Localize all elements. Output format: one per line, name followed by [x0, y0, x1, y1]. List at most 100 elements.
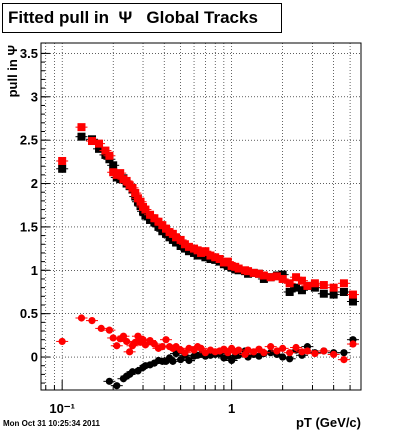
chart-title: Fitted pull in Ψ Global Tracks [8, 8, 258, 27]
grid-lines [41, 43, 361, 390]
marker-circle [340, 356, 348, 364]
marker-square [303, 281, 312, 290]
marker-square [128, 183, 137, 192]
data-point [317, 281, 330, 290]
data-point [327, 290, 340, 299]
data-point [276, 344, 289, 352]
marker-circle [273, 347, 281, 355]
marker-square [211, 253, 220, 262]
series-2 [56, 123, 359, 299]
data-point [295, 276, 308, 285]
marker-square [176, 241, 185, 250]
marker-circle [260, 349, 268, 357]
marker-square [310, 279, 319, 288]
data-point [283, 287, 296, 296]
data-point [346, 290, 359, 299]
data-point [131, 332, 144, 340]
data-point [86, 317, 99, 325]
data-point [129, 189, 142, 198]
marker-circle [134, 332, 142, 340]
data-point [346, 297, 359, 306]
y-tick-label: 3.5 [20, 46, 38, 61]
marker-square [172, 238, 181, 247]
data-point [283, 355, 296, 363]
data-point [103, 377, 116, 385]
marker-circle [330, 350, 338, 359]
data-point [276, 274, 289, 283]
data-point [317, 289, 330, 298]
data-point [337, 279, 350, 288]
data-point [327, 350, 340, 359]
data-point [308, 279, 321, 288]
marker-square [244, 267, 253, 276]
marker-square [105, 151, 114, 160]
data-series [56, 123, 359, 390]
data-point [120, 176, 133, 185]
data-point [174, 235, 187, 244]
marker-square [292, 273, 301, 282]
data-point [337, 349, 350, 357]
marker-square [254, 269, 263, 278]
marker-square [95, 144, 104, 153]
data-point [75, 123, 88, 132]
marker-square [259, 271, 268, 280]
marker-circle [235, 346, 243, 354]
marker-circle [158, 343, 166, 351]
data-point [131, 367, 144, 375]
marker-circle [349, 340, 357, 348]
data-point [308, 349, 321, 358]
data-point [283, 279, 296, 288]
marker-square [285, 287, 294, 296]
data-point [75, 314, 88, 322]
marker-square [184, 247, 193, 256]
marker-circle [267, 343, 275, 351]
data-point [290, 343, 303, 352]
marker-circle [311, 349, 319, 358]
marker-square [176, 235, 185, 244]
marker-circle [113, 382, 121, 390]
marker-square [95, 139, 104, 148]
data-point [337, 287, 350, 296]
marker-circle [109, 334, 117, 342]
axes: 0 0.5 1 1.5 2 2.5 3 3.5 10⁻¹ 1 [20, 46, 351, 416]
data-point [139, 341, 152, 349]
data-point [56, 156, 69, 165]
marker-circle [105, 377, 114, 385]
marker-circle [169, 357, 177, 365]
marker-square [77, 132, 86, 141]
marker-square [297, 276, 306, 285]
marker-square [180, 244, 189, 253]
marker-circle [134, 367, 142, 375]
marker-circle [185, 356, 193, 365]
data-point [99, 146, 112, 155]
x-tick-label: 1 [228, 401, 235, 416]
marker-circle [286, 349, 294, 357]
y-tick-label: 2.5 [20, 133, 38, 148]
marker-circle [279, 344, 287, 352]
series-3 [56, 314, 359, 364]
data-point [120, 337, 133, 346]
marker-square [206, 251, 215, 260]
marker-circle [128, 368, 137, 376]
y-tick-label: 3 [31, 89, 38, 104]
marker-circle [292, 343, 300, 352]
x-axis-label: pT (GeV/c) [296, 415, 361, 430]
marker-square [215, 255, 224, 264]
data-point [95, 324, 108, 333]
marker-square [272, 272, 281, 281]
data-point [139, 205, 152, 214]
marker-circle [298, 348, 306, 356]
data-point [264, 343, 277, 351]
data-point [257, 349, 270, 357]
marker-square [278, 274, 287, 283]
marker-square [184, 242, 193, 251]
marker-square [292, 283, 301, 292]
marker-circle [141, 341, 150, 349]
marker-square [101, 146, 110, 155]
marker-square [348, 290, 357, 299]
marker-circle [279, 353, 287, 361]
marker-square [201, 247, 210, 256]
marker-square [141, 205, 150, 214]
marker-square [77, 123, 86, 132]
data-point [114, 169, 127, 178]
